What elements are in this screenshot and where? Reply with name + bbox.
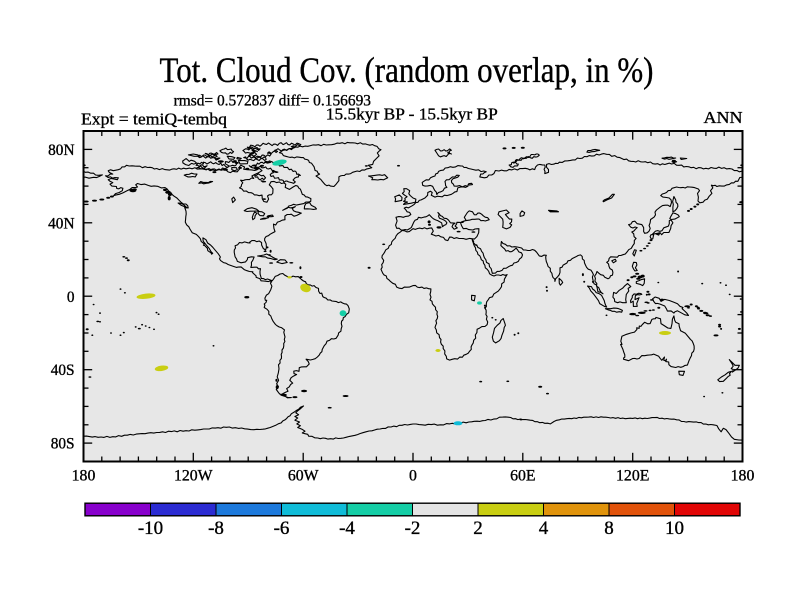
svg-text:2: 2 (473, 518, 483, 539)
svg-text:-6: -6 (274, 518, 290, 539)
svg-text:Expt = temiQ-tembq: Expt = temiQ-tembq (81, 110, 228, 129)
svg-text:4: 4 (539, 518, 549, 539)
svg-text:40N: 40N (48, 215, 74, 232)
svg-text:rmsd= 0.572837 diff= 0.156693: rmsd= 0.572837 diff= 0.156693 (174, 93, 371, 110)
svg-text:180: 180 (731, 468, 755, 485)
svg-text:120E: 120E (616, 468, 649, 485)
svg-text:10: 10 (665, 518, 684, 539)
svg-text:0: 0 (67, 289, 75, 306)
svg-text:180: 180 (72, 468, 96, 485)
svg-text:0: 0 (409, 468, 417, 485)
svg-text:Tot. Cloud Cov. (random overla: Tot. Cloud Cov. (random overlap, in %) (160, 50, 654, 90)
svg-text:80N: 80N (48, 142, 74, 159)
svg-text:15.5kyr BP - 15.5kyr BP: 15.5kyr BP - 15.5kyr BP (326, 104, 498, 123)
svg-text:-2: -2 (405, 518, 421, 539)
svg-text:-4: -4 (339, 518, 355, 539)
svg-text:8: 8 (604, 518, 614, 539)
svg-text:ANN: ANN (704, 108, 743, 127)
svg-text:60E: 60E (510, 468, 535, 485)
svg-text:-10: -10 (138, 518, 163, 539)
svg-text:-8: -8 (208, 518, 224, 539)
svg-text:120W: 120W (174, 468, 213, 485)
svg-text:40S: 40S (51, 362, 75, 379)
svg-text:60W: 60W (288, 468, 319, 485)
svg-text:80S: 80S (51, 436, 75, 453)
